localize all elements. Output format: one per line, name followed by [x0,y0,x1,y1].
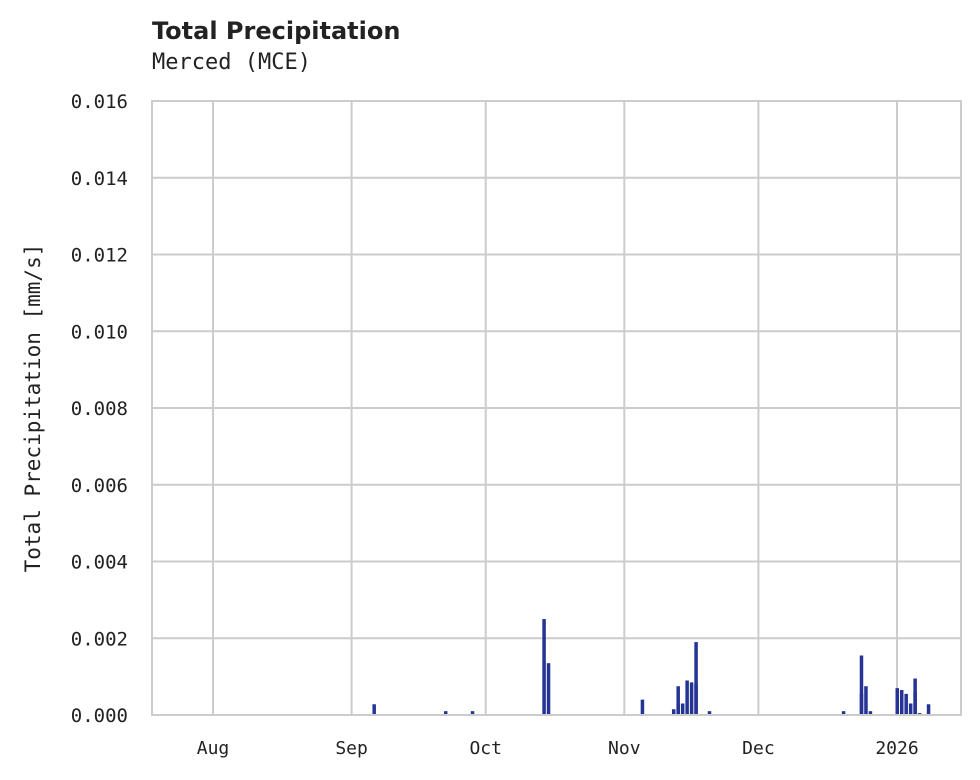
x-tick-label: Sep [335,738,368,759]
x-tick-label: Aug [197,738,230,759]
y-tick-label: 0.012 [71,245,128,267]
x-tick-label: Nov [608,738,641,759]
x-tick-label: 2026 [875,738,918,759]
precip-bar [685,680,689,715]
precip-bar [707,711,712,715]
plot-frame [151,100,962,716]
precip-bar [470,711,475,715]
precip-bar [372,704,376,715]
y-tick-label: 0.004 [71,552,128,574]
x-tick-label: Oct [469,738,502,759]
y-tick-label: 0.016 [71,91,128,113]
precip-bar [542,619,546,715]
precip-bar [868,711,873,715]
precip-bar [443,711,448,715]
chart-title: Total Precipitation [152,17,401,45]
grid-lines [152,100,961,716]
precip-bar [694,684,698,715]
precip-bar [895,688,899,715]
precip-bar [926,704,931,715]
y-tick-label: 0.010 [71,321,128,343]
y-tick-label: 0.006 [71,475,128,497]
precip-bar [640,699,645,715]
y-tick-label: 0.002 [71,628,128,650]
precip-bar [671,709,676,715]
x-axis-ticks: Aug Sep Oct Nov Dec 2026 [197,738,919,759]
y-tick-label: 0.014 [71,168,128,190]
precip-bar [680,703,685,715]
precip-bar [694,642,698,715]
precip-bar [546,663,551,715]
data-bars [372,619,931,715]
y-tick-label: 0.000 [71,705,128,727]
precip-bar [859,655,864,715]
precip-bar [908,703,913,715]
precip-bar [913,691,917,715]
y-axis-ticks: 0.000 0.002 0.004 0.006 0.008 0.010 0.012 0.014… [71,91,128,727]
y-tick-label: 0.008 [71,398,128,420]
precip-bar [841,711,846,715]
chart-subtitle: Merced (MCE) [152,50,311,75]
precip-bar [864,686,868,715]
precip-bar [904,693,908,715]
precip-bar [689,682,694,715]
precip-bar [899,690,904,715]
x-tick-label: Dec [742,738,775,759]
precip-bar [676,686,680,715]
